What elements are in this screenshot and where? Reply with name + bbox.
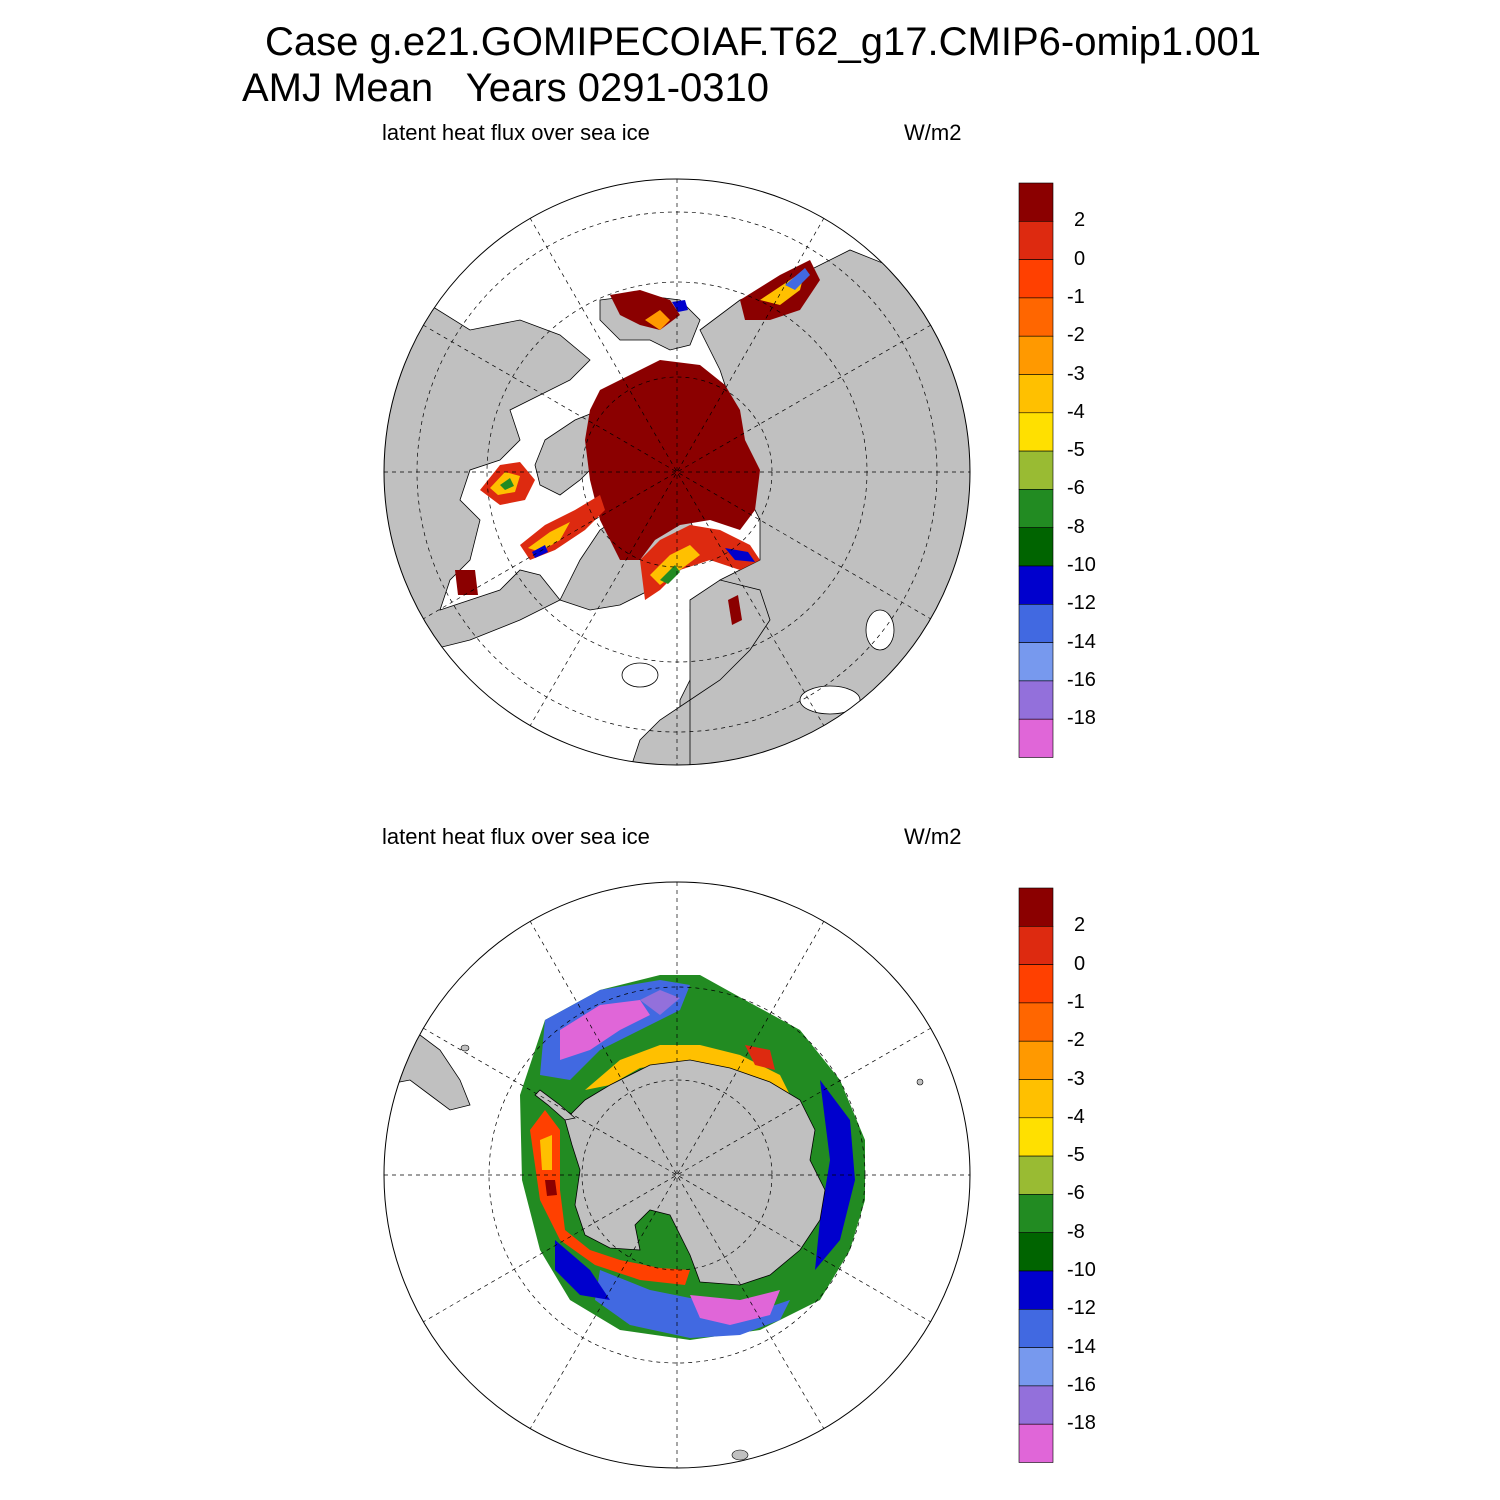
north-colorbar-tick-label: 0 bbox=[1074, 247, 1086, 270]
south-panel-variable-label: latent heat flux over sea ice bbox=[382, 824, 650, 849]
figure-title-line1: Case g.e21.GOMIPECOIAF.T62_g17.CMIP6-omi… bbox=[265, 20, 1262, 64]
arctic-ice-baltic bbox=[728, 595, 742, 625]
north-colorbar-swatch bbox=[1018, 335, 1054, 375]
north-panel-units-label: W/m2 bbox=[904, 120, 962, 145]
south-colorbar-swatch bbox=[1018, 1155, 1054, 1195]
south-colorbar-tick-label: -4 bbox=[1067, 1105, 1085, 1128]
south-panel-units-label: W/m2 bbox=[904, 824, 962, 849]
north-colorbar-swatch bbox=[1018, 450, 1054, 490]
north-colorbar-swatch bbox=[1018, 221, 1054, 260]
north-colorbar-tick-label: -2 bbox=[1067, 324, 1085, 347]
south-colorbar-swatch bbox=[1018, 1232, 1054, 1272]
south-polar-map bbox=[383, 881, 971, 1469]
south-colorbar-tick-label: 2 bbox=[1074, 914, 1086, 937]
south-colorbar-tick-label: -3 bbox=[1067, 1067, 1085, 1090]
south-colorbar-tick-label: -2 bbox=[1067, 1029, 1085, 1052]
north-colorbar-tick-label: -4 bbox=[1067, 400, 1085, 423]
north-colorbar-tick-label: -6 bbox=[1067, 477, 1085, 500]
south-colorbar-tick-label: -1 bbox=[1067, 990, 1085, 1013]
north-colorbar-swatch bbox=[1018, 412, 1054, 452]
north-colorbar-swatch bbox=[1018, 259, 1054, 299]
south-colorbar-swatch bbox=[1018, 887, 1054, 927]
north-colorbar-swatch bbox=[1018, 565, 1054, 605]
south-colorbar-tick-label: 0 bbox=[1074, 952, 1086, 975]
north-colorbar-swatch bbox=[1018, 718, 1054, 758]
south-colorbar-tick-label: -8 bbox=[1067, 1220, 1085, 1243]
north-colorbar-tick-label: -12 bbox=[1067, 592, 1096, 615]
south-colorbar-swatch bbox=[1018, 1347, 1054, 1387]
north-colorbar-tick-label: 2 bbox=[1074, 209, 1086, 232]
north-colorbar bbox=[1018, 182, 1054, 758]
north-colorbar-tick-label: -14 bbox=[1067, 630, 1096, 653]
south-colorbar-swatch bbox=[1018, 1194, 1054, 1234]
south-colorbar-swatch bbox=[1018, 1002, 1054, 1042]
south-colorbar-swatch bbox=[1018, 1270, 1054, 1310]
north-colorbar-tick-label: -5 bbox=[1067, 439, 1085, 462]
north-colorbar-swatch bbox=[1018, 374, 1054, 414]
antarctica-land bbox=[564, 1059, 826, 1286]
north-colorbar-swatch bbox=[1018, 527, 1054, 567]
north-colorbar-tick-label: -18 bbox=[1067, 707, 1096, 730]
south-colorbar-swatch bbox=[1018, 1385, 1054, 1425]
south-colorbar bbox=[1018, 887, 1054, 1463]
north-colorbar-tick-label: -3 bbox=[1067, 362, 1085, 385]
north-colorbar-tick-label: -1 bbox=[1067, 285, 1085, 308]
south-colorbar-tick-label: -12 bbox=[1067, 1297, 1096, 1320]
south-colorbar-tick-label: -18 bbox=[1067, 1412, 1096, 1435]
south-colorbar-tick-label: -14 bbox=[1067, 1335, 1096, 1358]
figure-title-line2: AMJ Mean Years 0291-0310 bbox=[242, 66, 770, 110]
south-colorbar-swatch bbox=[1018, 1423, 1054, 1463]
arctic-ice-hudson-bay-block bbox=[455, 570, 478, 595]
south-colorbar-swatch bbox=[1018, 1117, 1054, 1157]
north-colorbar-swatch bbox=[1018, 297, 1054, 337]
north-colorbar-swatch bbox=[1018, 603, 1054, 643]
north-colorbar-tick-label: -10 bbox=[1067, 554, 1096, 576]
south-colorbar-tick-label: -6 bbox=[1067, 1182, 1085, 1205]
north-colorbar-swatch bbox=[1018, 182, 1054, 222]
south-colorbar-tick-label: -10 bbox=[1067, 1259, 1096, 1281]
north-colorbar-tick-label: -16 bbox=[1067, 668, 1096, 691]
north-panel-variable-label: latent heat flux over sea ice bbox=[382, 120, 650, 145]
north-colorbar-swatch bbox=[1018, 680, 1054, 720]
south-colorbar-swatch bbox=[1018, 1309, 1054, 1348]
antarctic-peninsula-land bbox=[534, 1089, 576, 1121]
south-colorbar-tick-label: -16 bbox=[1067, 1373, 1096, 1396]
europe-land bbox=[629, 579, 771, 765]
north-polar-map bbox=[383, 178, 971, 766]
south-colorbar-tick-label: -5 bbox=[1067, 1144, 1085, 1167]
arctic-ice-greenland-sea bbox=[640, 525, 760, 600]
north-america-land bbox=[384, 299, 591, 651]
south-colorbar-swatch bbox=[1018, 964, 1054, 1004]
south-colorbar-swatch bbox=[1018, 1079, 1054, 1119]
arctic-sea-ice-field bbox=[585, 360, 760, 560]
north-colorbar-tick-label: -8 bbox=[1067, 515, 1085, 538]
south-colorbar-swatch bbox=[1018, 925, 1054, 965]
north-colorbar-swatch bbox=[1018, 489, 1054, 528]
north-colorbar-swatch bbox=[1018, 642, 1054, 682]
south-colorbar-swatch bbox=[1018, 1040, 1054, 1080]
